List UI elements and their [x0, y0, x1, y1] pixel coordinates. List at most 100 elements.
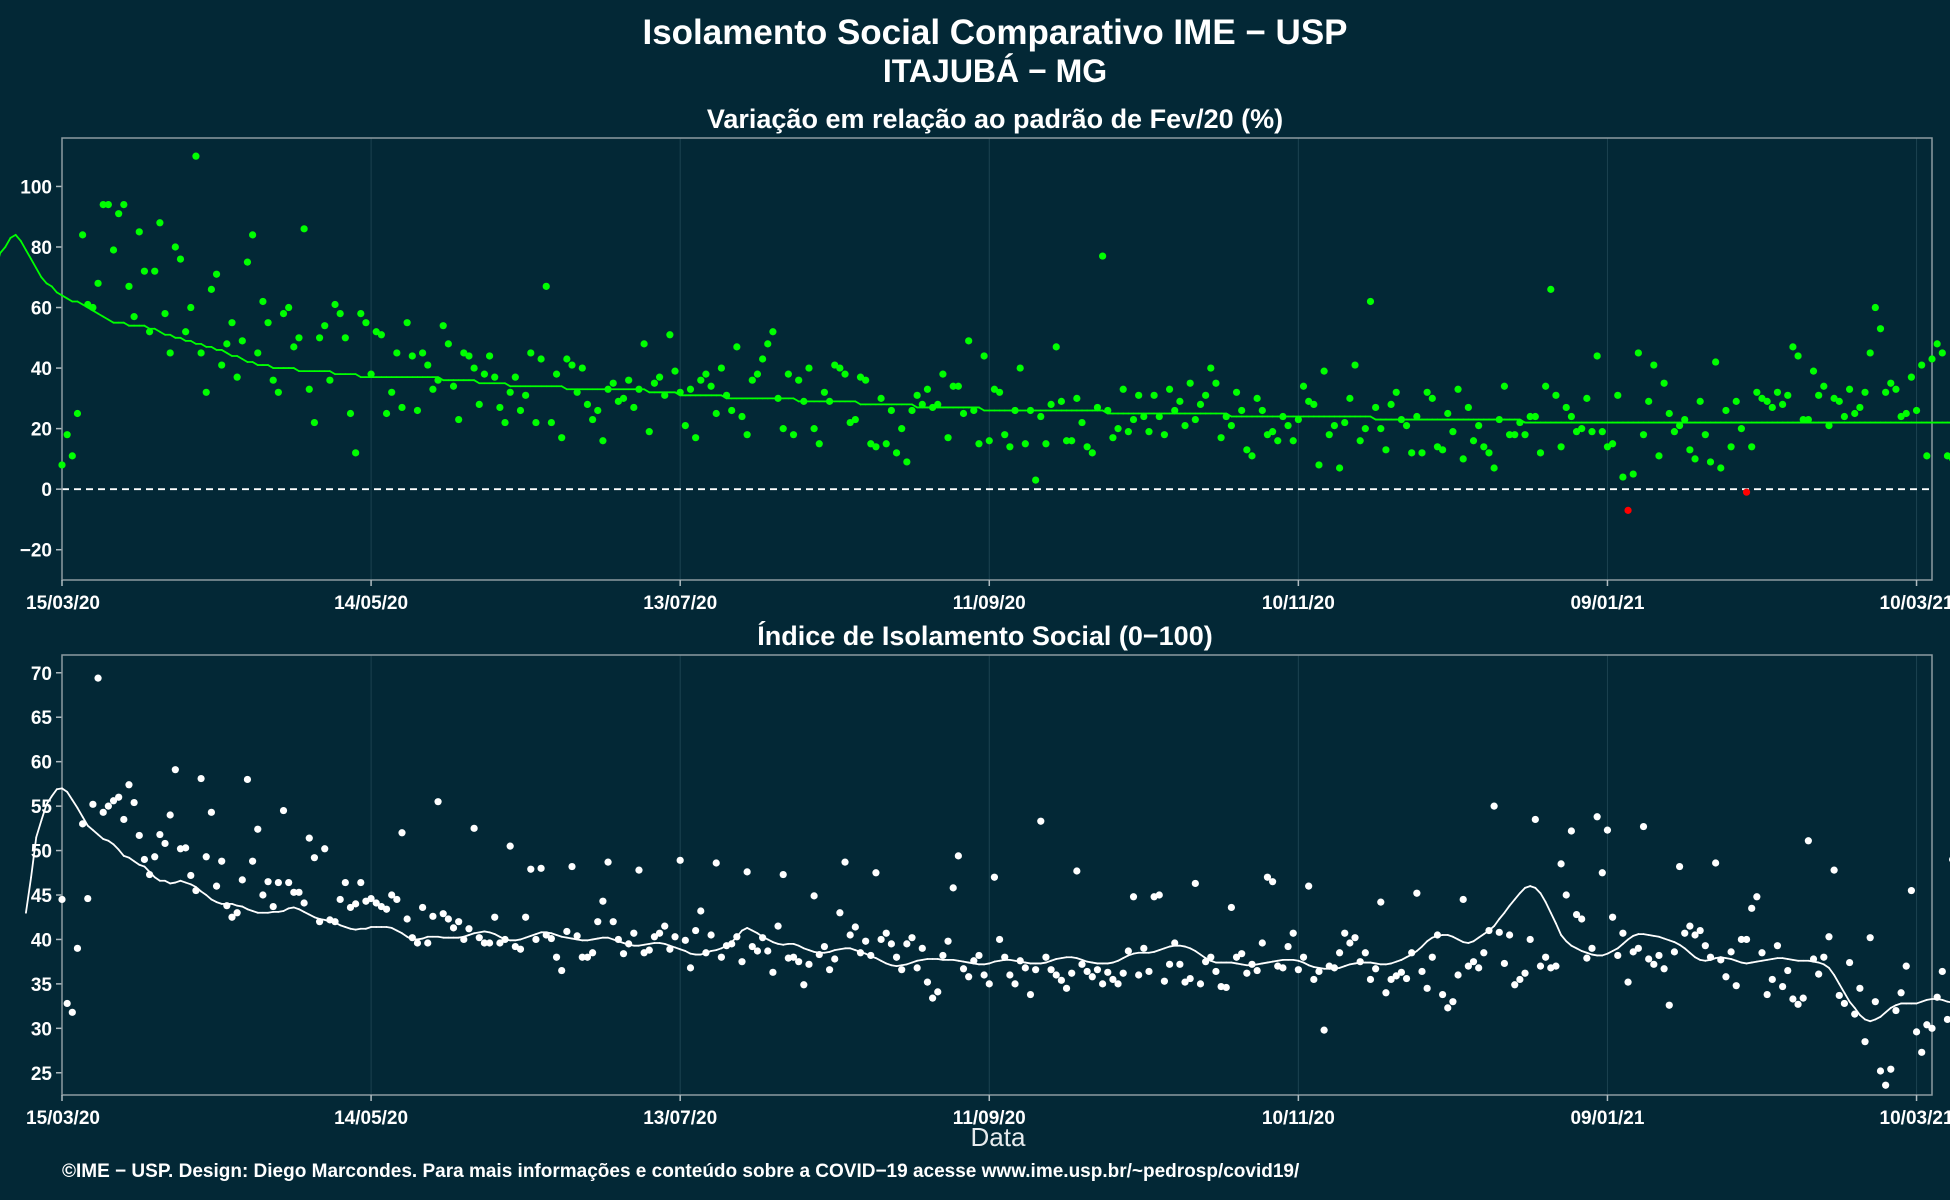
moving-average-segment	[792, 942, 800, 947]
data-point	[300, 225, 308, 233]
data-point	[1614, 391, 1622, 399]
data-point	[975, 440, 983, 448]
data-point	[130, 313, 138, 321]
data-point	[1191, 879, 1199, 888]
moving-average-segment	[66, 790, 74, 801]
moving-average-segment	[1864, 1018, 1872, 1023]
moving-average-segment	[241, 905, 249, 911]
data-point	[619, 950, 628, 958]
data-point	[805, 960, 813, 968]
data-point	[918, 400, 926, 409]
data-point	[1408, 449, 1416, 457]
moving-average-segment	[1194, 950, 1202, 956]
moving-average-segment	[1415, 945, 1423, 952]
moving-average-segment	[1879, 1011, 1887, 1018]
data-point	[511, 373, 519, 381]
data-point	[1047, 966, 1055, 974]
x-tick-label: 10/03/21	[1880, 593, 1950, 614]
data-point	[764, 340, 772, 348]
moving-average-segment	[220, 349, 228, 354]
data-point	[1562, 891, 1570, 899]
data-point	[985, 980, 993, 988]
data-point	[645, 428, 653, 436]
data-point	[259, 297, 267, 306]
data-point	[1263, 873, 1272, 881]
data-point	[145, 328, 154, 336]
data-point	[1145, 428, 1153, 436]
data-point	[455, 415, 463, 424]
y-tick-label: 65	[31, 708, 53, 729]
data-point	[789, 431, 798, 439]
data-point	[954, 382, 962, 390]
data-point	[594, 918, 602, 926]
data-point	[975, 951, 983, 960]
data-point	[810, 892, 818, 900]
data-point	[1748, 443, 1756, 451]
data-point	[568, 862, 576, 871]
moving-average-segment	[138, 863, 146, 868]
moving-average-segment	[1209, 959, 1217, 964]
data-point	[1124, 428, 1132, 436]
data-point	[1042, 440, 1050, 448]
moving-average-segment	[236, 355, 244, 360]
moving-average-segment	[1184, 945, 1192, 950]
data-point	[1681, 415, 1689, 424]
data-point	[1305, 882, 1313, 890]
data-point	[1567, 827, 1575, 835]
data-point	[1402, 422, 1411, 430]
moving-average-segment	[267, 364, 275, 369]
data-point	[851, 923, 859, 931]
data-point	[1773, 388, 1782, 396]
data-point	[1722, 973, 1730, 981]
data-point	[671, 933, 679, 941]
moving-average-segment	[1869, 1018, 1877, 1023]
moving-average-segment	[529, 933, 537, 937]
moving-average-segment	[1508, 898, 1516, 907]
moving-average-segment	[303, 910, 311, 916]
data-point	[779, 870, 787, 879]
data-point	[1675, 422, 1684, 430]
data-point	[197, 349, 205, 357]
data-point	[1449, 998, 1457, 1006]
data-point	[1382, 446, 1390, 454]
data-point	[259, 891, 267, 899]
data-point	[1330, 964, 1339, 972]
data-point	[1140, 944, 1148, 952]
data-point	[187, 303, 195, 312]
data-point	[398, 829, 406, 837]
y-tick-label: 100	[20, 177, 52, 198]
moving-average-segment	[1343, 963, 1351, 968]
data-point	[1346, 939, 1354, 947]
data-point	[388, 891, 396, 899]
data-point	[995, 388, 1004, 396]
data-point	[712, 859, 720, 867]
data-point	[676, 856, 684, 864]
data-point	[558, 434, 566, 442]
moving-average-segment	[1075, 957, 1083, 961]
top-panel-title: Variação em relação ao padrão de Fev/20 …	[707, 104, 1283, 134]
data-point	[439, 322, 447, 330]
data-point	[290, 888, 298, 896]
data-point	[310, 418, 319, 427]
data-point	[1856, 984, 1864, 992]
data-point	[609, 379, 617, 387]
data-point	[485, 352, 494, 360]
moving-average-segment	[1539, 892, 1547, 904]
moving-average-segment	[988, 960, 996, 965]
data-point	[1469, 958, 1478, 966]
data-point	[841, 370, 849, 378]
data-point	[594, 406, 602, 415]
data-point	[1490, 464, 1498, 472]
moving-average-segment	[339, 924, 347, 928]
data-point	[1815, 970, 1823, 978]
data-point	[542, 282, 550, 290]
data-point	[1500, 959, 1509, 968]
data-point	[1449, 428, 1457, 436]
data-point	[1784, 391, 1792, 399]
moving-average-segment	[1153, 949, 1161, 953]
data-point	[1428, 953, 1436, 961]
data-point	[867, 951, 875, 960]
moving-average-segment	[1518, 886, 1526, 895]
x-tick-label: 11/09/20	[953, 593, 1026, 614]
moving-average-segment	[1534, 886, 1542, 895]
